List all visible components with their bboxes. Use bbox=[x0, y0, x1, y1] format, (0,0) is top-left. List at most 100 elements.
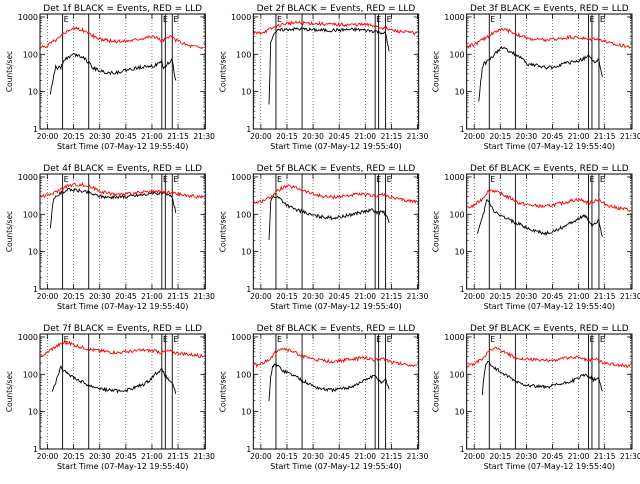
y-tick-label: 1000 bbox=[231, 173, 251, 182]
plot-frame bbox=[466, 173, 633, 290]
series-line-lld bbox=[39, 26, 204, 50]
y-tick-label: 1 bbox=[246, 285, 251, 294]
y-tick-label: 1000 bbox=[231, 333, 251, 342]
x-tick-label: 21:30 bbox=[193, 292, 215, 301]
chart-panel-3: Det 3f BLACK = Events, RED = LLD 1 10 100 10… bbox=[432, 4, 640, 151]
y-tick-label: 100 bbox=[236, 210, 251, 219]
x-tick-label: 20:30 bbox=[516, 292, 538, 301]
event-marker-label: E bbox=[173, 335, 178, 344]
y-tick-label: 100 bbox=[236, 370, 251, 379]
x-tick-label: 20:30 bbox=[302, 452, 324, 461]
series-line-lld bbox=[39, 182, 204, 199]
x-tick-label: 20:45 bbox=[542, 292, 564, 301]
y-tick-label: 10 bbox=[241, 248, 251, 257]
x-tick-label: 21:15 bbox=[167, 292, 189, 301]
x-tick-label: 20:00 bbox=[250, 132, 272, 141]
y-tick-label: 100 bbox=[23, 210, 38, 219]
x-axis-label: Start Time (07-May-12 19:55:40) bbox=[484, 462, 615, 471]
x-tick-label: 21:00 bbox=[568, 452, 590, 461]
plot-frame bbox=[39, 173, 206, 290]
series-line-events bbox=[478, 45, 603, 102]
series-line-lld bbox=[253, 20, 418, 36]
event-marker-label: E bbox=[173, 15, 178, 24]
y-axis-label: Counts/sec bbox=[218, 51, 227, 92]
x-tick-label: 20:30 bbox=[516, 132, 538, 141]
series-line-lld bbox=[466, 189, 631, 213]
series-line-events bbox=[49, 187, 177, 229]
x-tick-label: 21:00 bbox=[141, 452, 163, 461]
chart-title: Det 6f BLACK = Events, RED = LLD bbox=[470, 164, 629, 174]
event-marker-label: E bbox=[277, 335, 282, 344]
chart-panel-8: Det 8f BLACK = Events, RED = LLD 1 10 100 10… bbox=[218, 324, 428, 471]
x-tick-label: 20:45 bbox=[542, 452, 564, 461]
y-tick-label: 1 bbox=[460, 125, 465, 134]
x-tick-label: 20:15 bbox=[276, 292, 298, 301]
y-axis-label: Counts/sec bbox=[432, 51, 441, 92]
x-tick-label: 20:45 bbox=[328, 292, 350, 301]
x-tick-label: 21:30 bbox=[407, 292, 429, 301]
series-line-events bbox=[51, 364, 177, 394]
y-tick-label: 1000 bbox=[231, 13, 251, 22]
x-axis-label: Start Time (07-May-12 19:55:40) bbox=[484, 302, 615, 311]
x-tick-label: 20:00 bbox=[37, 452, 59, 461]
y-tick-label: 10 bbox=[28, 88, 38, 97]
x-tick-label: 21:15 bbox=[594, 132, 616, 141]
y-axis-label: Counts/sec bbox=[218, 211, 227, 252]
x-tick-label: 20:30 bbox=[89, 452, 111, 461]
y-tick-label: 10 bbox=[28, 408, 38, 417]
event-marker-label: E bbox=[376, 175, 381, 184]
y-tick-label: 1000 bbox=[444, 13, 464, 22]
event-marker-label: E bbox=[64, 335, 69, 344]
series-line-events bbox=[268, 26, 390, 105]
y-axis-label: Counts/sec bbox=[432, 211, 441, 252]
series-line-events bbox=[481, 361, 603, 396]
event-marker-label: E bbox=[387, 175, 392, 184]
series-line-lld bbox=[466, 27, 631, 49]
y-tick-label: 1000 bbox=[18, 13, 38, 22]
x-tick-label: 21:30 bbox=[407, 452, 429, 461]
x-tick-label: 21:15 bbox=[594, 292, 616, 301]
x-tick-label: 20:45 bbox=[115, 452, 137, 461]
x-tick-label: 21:30 bbox=[193, 132, 215, 141]
x-axis-label: Start Time (07-May-12 19:55:40) bbox=[270, 142, 401, 151]
plot-frame bbox=[39, 333, 206, 450]
chart-title: Det 9f BLACK = Events, RED = LLD bbox=[470, 324, 629, 334]
y-axis-label: Counts/sec bbox=[5, 211, 14, 252]
x-axis-label: Start Time (07-May-12 19:55:40) bbox=[57, 462, 188, 471]
chart-title: Det 4f BLACK = Events, RED = LLD bbox=[43, 164, 202, 174]
chart-panel-2: Det 2f BLACK = Events, RED = LLD 1 10 100 10… bbox=[218, 4, 428, 151]
event-marker-label: E bbox=[163, 175, 168, 184]
x-tick-label: 20:45 bbox=[115, 292, 137, 301]
y-tick-label: 100 bbox=[23, 50, 38, 59]
y-tick-label: 10 bbox=[454, 88, 464, 97]
x-tick-label: 21:00 bbox=[354, 292, 376, 301]
series-line-events bbox=[268, 361, 390, 402]
y-tick-label: 10 bbox=[454, 408, 464, 417]
x-tick-label: 20:15 bbox=[489, 452, 511, 461]
x-tick-label: 21:00 bbox=[354, 452, 376, 461]
plot-frame bbox=[252, 13, 420, 130]
y-tick-label: 100 bbox=[449, 210, 464, 219]
x-tick-label: 20:30 bbox=[302, 292, 324, 301]
x-tick-label: 20:30 bbox=[302, 132, 324, 141]
y-tick-label: 1 bbox=[33, 285, 38, 294]
series-line-events bbox=[268, 195, 390, 240]
x-tick-label: 21:15 bbox=[381, 452, 403, 461]
x-tick-label: 21:15 bbox=[381, 132, 403, 141]
y-tick-label: 100 bbox=[449, 370, 464, 379]
y-tick-label: 1000 bbox=[444, 333, 464, 342]
event-marker-label: E bbox=[589, 175, 594, 184]
event-marker-label: E bbox=[387, 335, 392, 344]
y-tick-label: 100 bbox=[23, 370, 38, 379]
x-tick-label: 21:15 bbox=[381, 292, 403, 301]
y-tick-label: 1 bbox=[460, 445, 465, 454]
plot-frame bbox=[39, 13, 206, 130]
y-axis-label: Counts/sec bbox=[5, 371, 14, 412]
y-axis-label: Counts/sec bbox=[432, 371, 441, 412]
event-marker-label: E bbox=[490, 335, 495, 344]
chart-title: Det 7f BLACK = Events, RED = LLD bbox=[43, 324, 202, 334]
event-marker-label: E bbox=[163, 15, 168, 24]
x-tick-label: 21:30 bbox=[620, 292, 640, 301]
chart-panel-4: Det 4f BLACK = Events, RED = LLD 1 10 100 10… bbox=[5, 164, 215, 311]
